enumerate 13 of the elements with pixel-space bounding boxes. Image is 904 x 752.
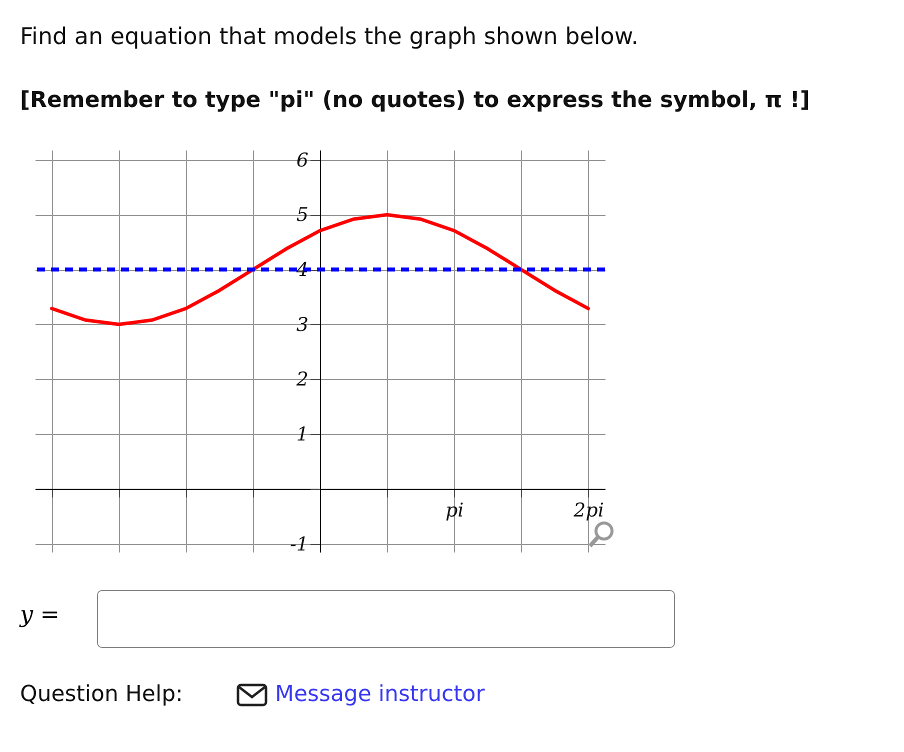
text: Question Help: [20, 682, 183, 707]
y-tick-label: 6 [296, 149, 308, 172]
x-tick-label: pi [445, 499, 464, 522]
text: Message instructor [275, 682, 485, 707]
y-tick-label: -1 [290, 533, 308, 556]
chart-subtitle: [Remember to type "pi" (no quotes) to express the symbol, π !] [20, 88, 810, 113]
y-tick-label: 2 [295, 368, 308, 391]
y-tick-label: 3 [296, 314, 308, 336]
y-tick-label: 1 [296, 424, 308, 446]
y-tick-label: 5 [296, 204, 308, 226]
chart-title: Find an equation that models the graph shown below. [20, 24, 638, 50]
text: y = [20, 602, 60, 628]
x-tick-label: 2pi [572, 499, 604, 522]
